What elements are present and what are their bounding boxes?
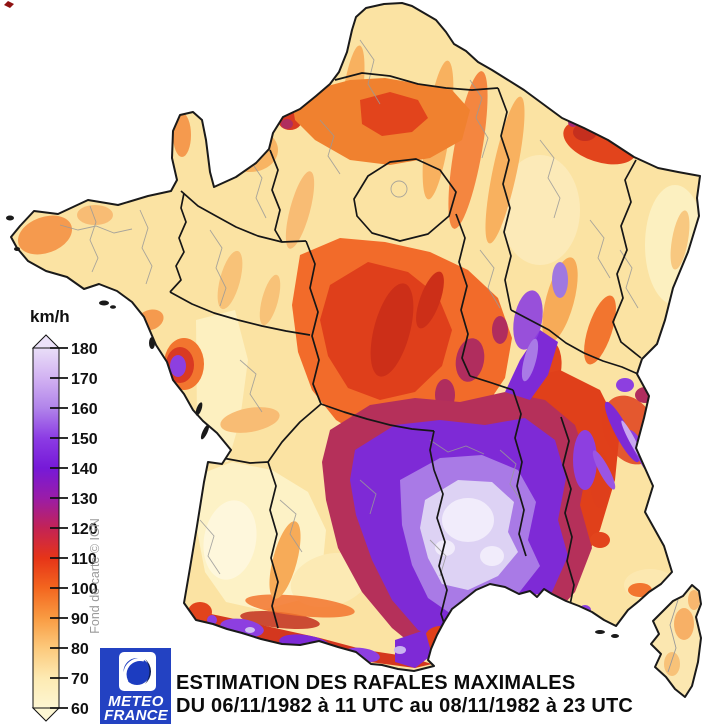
corsica	[650, 584, 702, 698]
coastal-islands	[6, 215, 619, 638]
corner-red-mark	[4, 1, 14, 8]
meteo-france-logo: METEO FRANCE	[100, 648, 171, 724]
color-scale-legend: km/h 180 170 160 150 140 130 120 110 100…	[30, 307, 98, 722]
legend-tick-label: 60	[71, 701, 89, 718]
map-attribution: Fond de carte © IGN	[88, 518, 102, 634]
legend-tick-label: 120	[71, 521, 98, 538]
department-borders	[59, 39, 639, 577]
legend-tick-label: 170	[71, 371, 98, 388]
legend-tick-label: 90	[71, 611, 89, 628]
paris-ring	[390, 180, 408, 198]
logo-text-meteo: METEO	[108, 693, 164, 710]
globe-icon	[123, 657, 152, 685]
region-borders	[169, 72, 642, 639]
legend-ticks	[50, 347, 68, 709]
legend-tick-label: 100	[71, 581, 98, 598]
meteo-france-logo-graphic: METEO FRANCE	[100, 648, 171, 724]
caption-title: ESTIMATION DES RAFALES MAXIMALES	[176, 672, 576, 694]
legend-tick-label: 140	[71, 461, 98, 478]
wind-intensity-field	[11, 3, 700, 671]
legend-tick-label: 110	[71, 551, 97, 568]
legend-unit-label: km/h	[30, 307, 70, 326]
caption-period: DU 06/11/1982 à 11 UTC au 08/11/1982 à 2…	[176, 695, 634, 717]
legend-tick-label: 70	[71, 671, 89, 688]
legend-tick-label: 180	[71, 341, 98, 358]
legend-tick-label: 160	[71, 401, 98, 418]
map-caption: ESTIMATION DES RAFALES MAXIMALES DU 06/1…	[176, 672, 633, 718]
logo-text-france: FRANCE	[104, 707, 168, 724]
legend-top-arrow	[31, 334, 61, 349]
legend-tick-label: 80	[71, 641, 89, 658]
legend-tick-label: 150	[71, 431, 98, 448]
legend-tick-labels: 180 170 160 150 140 130 120 110 100 90 8…	[71, 341, 98, 718]
legend-bottom-arrow	[31, 707, 61, 722]
legend-tick-label: 130	[71, 491, 98, 508]
